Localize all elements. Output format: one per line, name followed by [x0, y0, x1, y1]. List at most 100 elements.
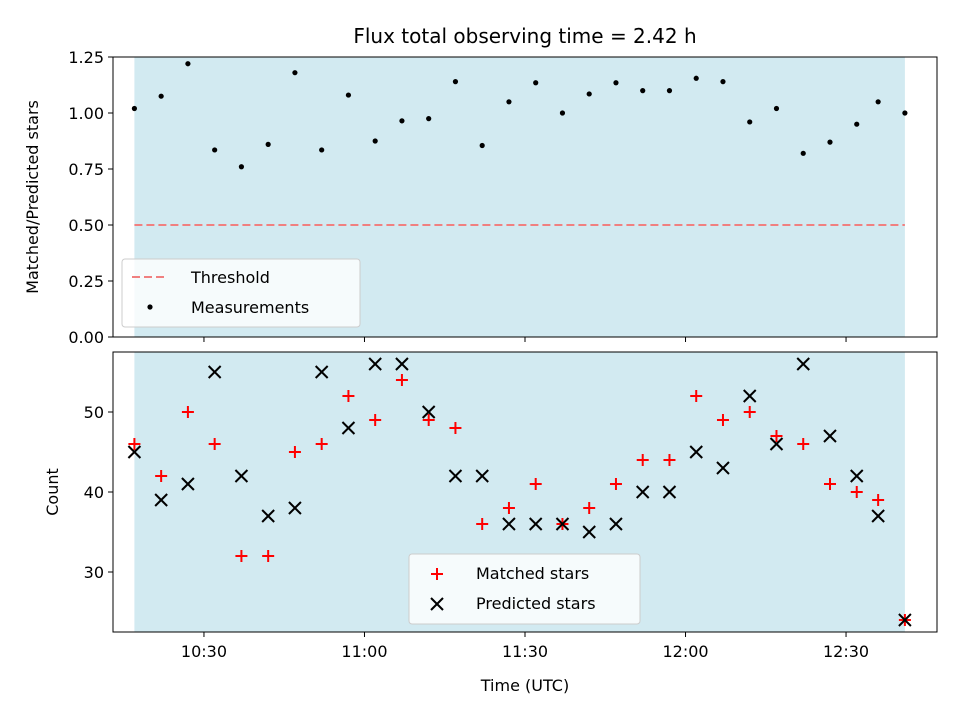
predicted-star-point: [823, 429, 837, 443]
measurement-point: [426, 116, 432, 122]
predicted-star-point: [796, 357, 810, 371]
bottom-y-axis-label: Count: [43, 468, 62, 516]
predicted-star-point: [154, 493, 168, 507]
matched-star-point: [395, 374, 408, 386]
predicted-star-point: [475, 469, 489, 483]
x-stroke: [662, 485, 677, 499]
x-tick-label: 12:00: [662, 642, 708, 661]
predicted-star-point: [582, 525, 596, 539]
x-stroke: [582, 525, 596, 539]
predicted-star-point: [689, 445, 703, 459]
measurement-point: [345, 92, 352, 98]
x-stroke: [207, 365, 222, 379]
x-axis-label: Time (UTC): [480, 676, 569, 695]
matched-star-point: [583, 502, 596, 514]
measurement-point: [902, 110, 908, 116]
x-tick-label: 11:00: [341, 642, 387, 661]
bottom-panel: 30 40 50 10:30 11:00 11:30 12:00 12:30 Time (U…: [43, 351, 938, 695]
predicted-star-point: [636, 485, 650, 499]
x-stroke: [898, 613, 912, 627]
predicted-star-point: [609, 517, 623, 531]
matched-star-point: [155, 470, 168, 482]
measurement-point: [773, 105, 780, 112]
x-stroke: [689, 445, 703, 459]
x-stroke: [430, 597, 444, 611]
matched-star-point: [716, 414, 729, 426]
matched-star-point: [369, 414, 382, 426]
matched-star-point: [235, 550, 248, 562]
predicted-star-point: [181, 477, 195, 491]
measurement-point: [800, 150, 806, 156]
matched-star-point: [690, 390, 703, 402]
measurement-point: [238, 164, 245, 170]
predicted-star-point: [502, 517, 516, 531]
measurement-point: [720, 79, 726, 85]
legend-predicted-label: Predicted stars: [476, 594, 596, 613]
x-stroke: [448, 469, 463, 483]
top-legend: Threshold Measurements: [121, 258, 361, 328]
legend-predicted-swatch: [430, 597, 444, 611]
top-y-tick-label: 1.00: [68, 104, 104, 123]
top-y-axis-label: Matched/Predicted stars: [23, 100, 42, 294]
predicted-star-point: [528, 517, 543, 531]
predicted-star-point: [368, 357, 382, 371]
matched-star-point: [476, 518, 489, 530]
legend-x-marker: [430, 597, 444, 611]
predicted-star-point: [898, 613, 912, 627]
measurement-point: [479, 142, 485, 149]
measurement-point: [533, 80, 539, 86]
matched-star-point: [288, 446, 301, 458]
x-stroke: [716, 461, 730, 475]
measurement-point: [559, 110, 566, 116]
bottom-legend: Matched stars Predicted stars: [408, 553, 641, 625]
top-y-tick-label: 0.25: [68, 272, 104, 291]
top-y-tick-label: 0.50: [68, 216, 104, 235]
matched-star-point: [609, 478, 622, 490]
x-stroke: [127, 445, 142, 459]
x-stroke: [288, 501, 302, 515]
measurement-point: [292, 70, 298, 76]
matched-star-point: [449, 422, 462, 434]
legend-measurements-label: Measurements: [191, 298, 309, 317]
x-stroke: [769, 437, 784, 451]
measurement-point: [666, 88, 673, 94]
measurement-point: [506, 99, 512, 105]
chart-title: Flux total observing time = 2.42 h: [353, 24, 696, 48]
top-legend-box: [121, 258, 361, 328]
matched-star-point: [823, 478, 836, 490]
predicted-star-point: [716, 461, 730, 475]
predicted-star-point: [395, 357, 409, 371]
measurement-point: [640, 88, 646, 94]
bottom-legend-box: [408, 553, 641, 625]
predicted-star-point: [743, 389, 757, 403]
measurement-point: [399, 118, 405, 124]
x-stroke: [234, 469, 249, 483]
measurement-point: [693, 75, 699, 81]
x-stroke: [871, 509, 885, 523]
x-stroke: [261, 509, 275, 523]
predicted-star-point: [127, 445, 142, 459]
measurement-point: [131, 105, 138, 112]
x-stroke: [796, 357, 810, 371]
predicted-star-point: [207, 365, 222, 379]
x-stroke: [743, 389, 757, 403]
measurement-point: [319, 147, 325, 153]
matched-star-point: [850, 486, 863, 498]
matched-star-point: [872, 494, 885, 506]
measurement-point: [827, 139, 833, 145]
predicted-star-point: [850, 469, 864, 483]
measurement-point: [372, 138, 378, 144]
x-tick-label: 12:30: [823, 642, 869, 661]
x-stroke: [154, 493, 168, 507]
predicted-star-point: [341, 421, 356, 435]
x-stroke: [850, 469, 864, 483]
measurement-point: [875, 99, 881, 105]
top-panel: 0.00 0.25 0.50 0.75 1.00 1.25 Flux total obse…: [23, 24, 938, 347]
x-stroke: [475, 469, 489, 483]
matched-star-point: [743, 406, 756, 418]
top-y-tick-label: 0.00: [68, 328, 104, 347]
top-y-tick-label: 1.25: [68, 48, 104, 67]
legend-threshold-label: Threshold: [190, 268, 270, 287]
x-stroke: [528, 517, 543, 531]
measurement-point: [747, 119, 753, 125]
